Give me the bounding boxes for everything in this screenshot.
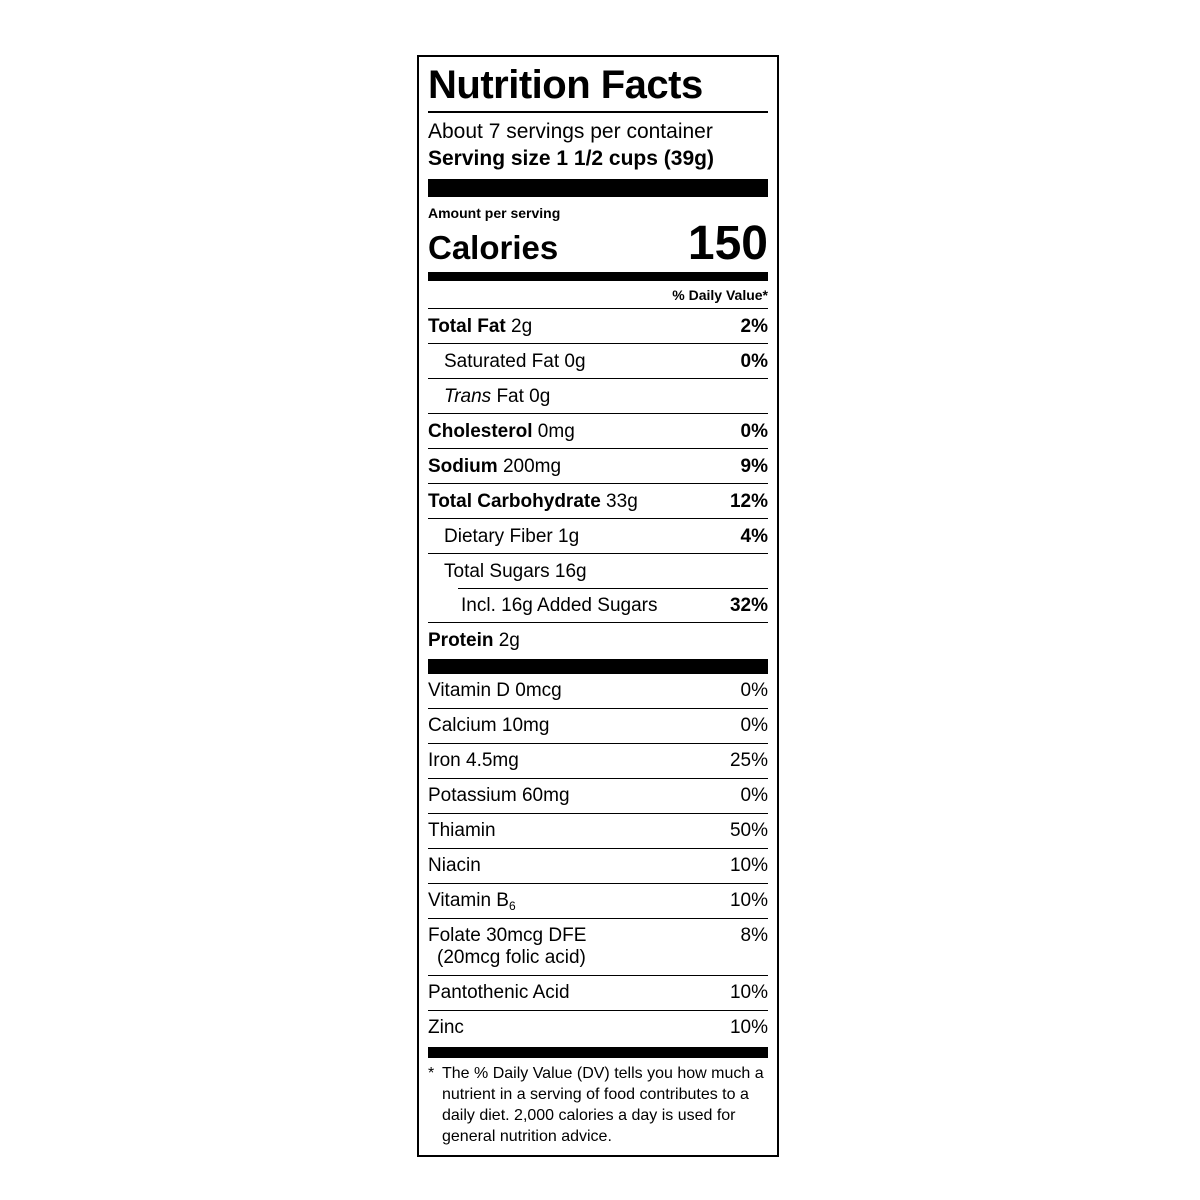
calories-row: Calories 150 [428, 217, 768, 270]
footnote: * The % Daily Value (DV) tells you how m… [428, 1058, 768, 1147]
dv-niacin: 10% [729, 855, 768, 876]
dv-potassium: 0% [740, 785, 768, 806]
nutrient-row-saturated-fat: Saturated Fat 0g 0% [428, 343, 768, 378]
dv-pantothenic-acid: 10% [729, 982, 768, 1003]
dv-dietary-fiber: 4% [740, 526, 768, 547]
vitamin-row-pantothenic-acid: Pantothenic Acid 10% [428, 975, 768, 1010]
vitamin-row-folate: Folate 30mcg DFE (20mcg folic acid) 8% [428, 918, 768, 975]
nutrition-facts-label: Nutrition Facts About 7 servings per con… [417, 55, 779, 1157]
dv-added-sugars: 32% [729, 595, 768, 616]
dv-total-fat: 2% [740, 316, 768, 337]
label-title: Nutrition Facts [428, 62, 768, 113]
vitamin-row-potassium: Potassium 60mg 0% [428, 778, 768, 813]
vitamin-row-vitamin-b6: Vitamin B6 10% [428, 883, 768, 918]
dv-folate: 8% [740, 925, 768, 946]
vitamin-row-thiamin: Thiamin 50% [428, 813, 768, 848]
dv-iron: 25% [729, 750, 768, 771]
nutrient-row-total-sugars: Total Sugars 16g [428, 553, 768, 588]
dv-vitamin-d: 0% [740, 680, 768, 701]
nutrient-row-dietary-fiber: Dietary Fiber 1g 4% [428, 518, 768, 553]
dv-calcium: 0% [740, 715, 768, 736]
section-bar-medium [428, 272, 768, 281]
vitamin-row-niacin: Niacin 10% [428, 848, 768, 883]
servings-per-container: About 7 servings per container [428, 120, 713, 143]
dv-zinc: 10% [729, 1017, 768, 1038]
daily-value-header: % Daily Value* [672, 287, 768, 303]
footnote-text: The % Daily Value (DV) tells you how muc… [442, 1065, 764, 1145]
calories-label: Calories [428, 229, 559, 266]
nutrient-row-total-carbohydrate: Total Carbohydrate 33g 12% [428, 483, 768, 518]
footnote-asterisk: * [428, 1065, 435, 1082]
nutrient-row-total-fat: Total Fat 2g 2% [428, 308, 768, 343]
dv-sodium: 9% [740, 456, 768, 477]
serving-size: Serving size 1 1/2 cups (39g) [428, 147, 714, 170]
vitamin-row-vitamin-d: Vitamin D 0mcg 0% [428, 673, 768, 708]
nutrient-row-added-sugars: Incl. 16g Added Sugars 32% [428, 588, 768, 622]
nutrient-row-sodium: Sodium 200mg 9% [428, 448, 768, 483]
folate-second-line: (20mcg folic acid) [437, 947, 586, 968]
dv-cholesterol: 0% [740, 421, 768, 442]
nutrient-row-trans-fat: Trans Fat 0g [428, 378, 768, 413]
dv-saturated-fat: 0% [740, 351, 768, 372]
dv-total-carbohydrate: 12% [729, 491, 768, 512]
dv-vitamin-b6: 10% [729, 890, 768, 911]
calories-value: 150 [687, 217, 768, 270]
amount-per-serving-label: Amount per serving [428, 205, 561, 221]
nutrient-row-protein: Protein 2g [428, 622, 768, 657]
vitamin-row-calcium: Calcium 10mg 0% [428, 708, 768, 743]
nutrient-row-cholesterol: Cholesterol 0mg 0% [428, 413, 768, 448]
vitamin-row-iron: Iron 4.5mg 25% [428, 743, 768, 778]
section-bar-thick-middle [428, 659, 768, 673]
section-bar-thick-bottom [428, 1047, 768, 1058]
section-bar-thick-top [428, 179, 768, 197]
dv-thiamin: 50% [729, 820, 768, 841]
vitamin-row-zinc: Zinc 10% [428, 1010, 768, 1045]
